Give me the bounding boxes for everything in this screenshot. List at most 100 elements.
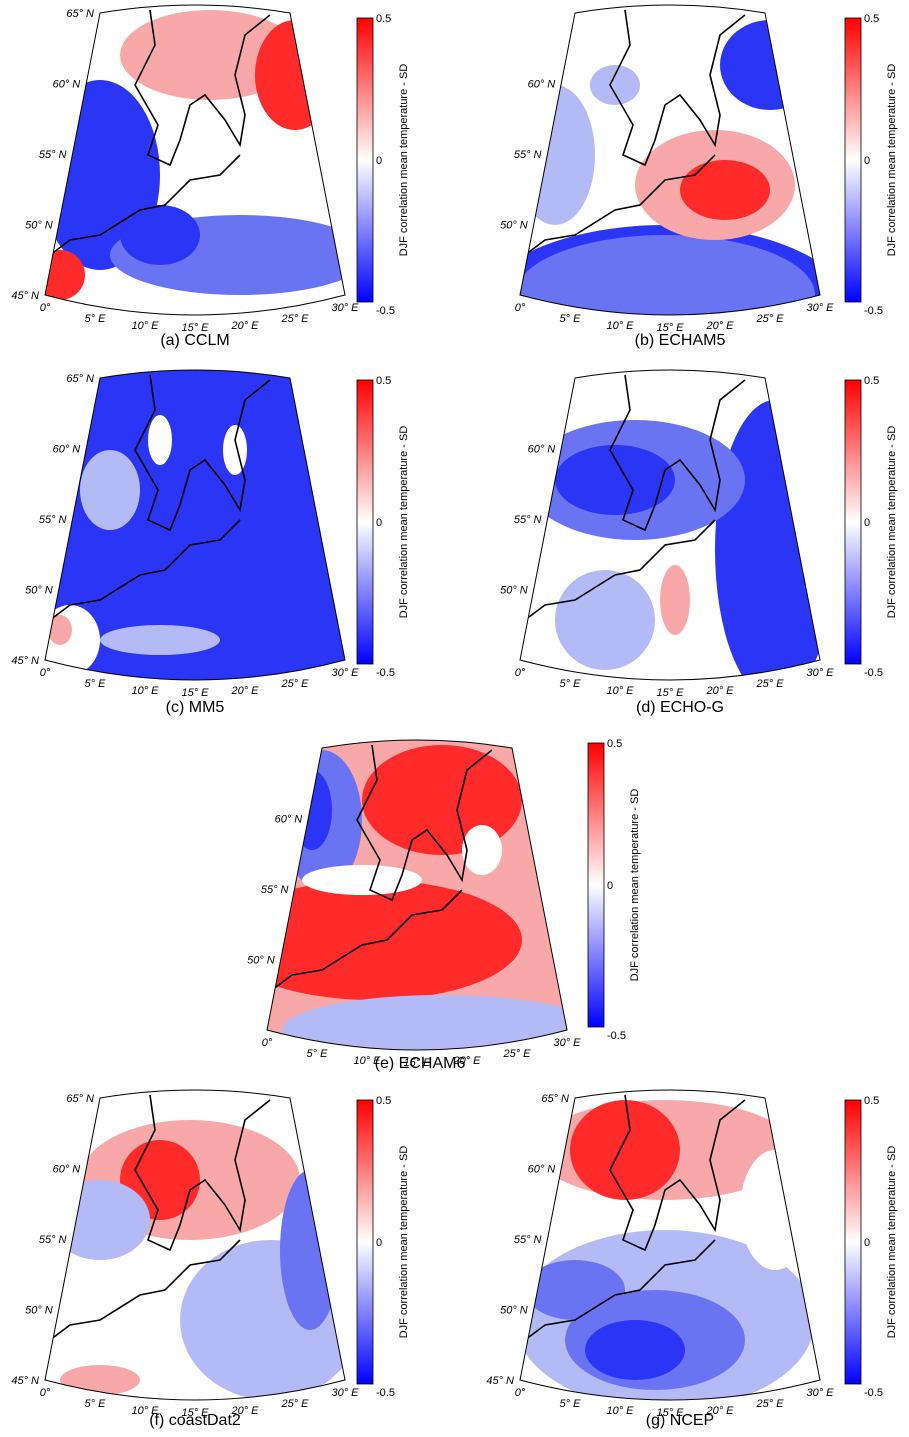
lon-label: 20° E — [705, 320, 734, 332]
lon-label: 20° E — [452, 1055, 481, 1067]
lon-label: 5° E — [85, 1398, 107, 1410]
map-field — [45, 370, 345, 680]
map-panel: 65° N 60° N 55° N 50° N 45° N0° 5° E 10° E 15° … — [486, 1089, 834, 1419]
lon-label: 20° E — [705, 685, 734, 697]
lon-label: 5° E — [560, 678, 582, 690]
panel-caption: (b) ECHAM5 — [635, 332, 726, 349]
map-field — [520, 370, 820, 680]
colorbar-tick: -0.5 — [864, 1387, 883, 1399]
coastline — [49, 9, 271, 256]
map-contour — [570, 1100, 680, 1200]
lat-label: 65° N — [541, 1093, 569, 1105]
colorbar-tick: 0 — [864, 1237, 870, 1249]
map-border — [44, 1089, 346, 1401]
colorbar — [844, 17, 862, 303]
map-contour — [302, 865, 422, 895]
lon-label: 5° E — [307, 1048, 329, 1060]
coastline — [524, 374, 746, 621]
lon-label: 5° E — [560, 313, 582, 325]
colorbar-tick: 0.5 — [376, 1095, 391, 1107]
lon-label: 25° E — [280, 313, 309, 325]
colorbar-tick: 0.5 — [376, 375, 391, 387]
lon-label: 0° — [40, 302, 51, 314]
colorbar-tick: 0 — [864, 155, 870, 167]
colorbar-label: DJF correlation mean temperature - SD — [886, 426, 898, 619]
colorbar-tick: 0.5 — [607, 738, 622, 750]
lat-label: 45° N — [11, 1375, 39, 1387]
map-contour — [120, 205, 200, 265]
map-contour — [120, 10, 300, 100]
lon-label: 10° E — [606, 685, 634, 697]
map-contour — [740, 1150, 810, 1270]
map-border — [44, 369, 346, 681]
colorbar-tick: 0.5 — [864, 13, 879, 25]
panel-caption: (a) CCLM — [160, 332, 229, 349]
map-contour — [45, 250, 85, 300]
coastline — [49, 374, 271, 621]
colorbar — [844, 1099, 862, 1385]
colorbar-tick: 0.5 — [376, 13, 391, 25]
lon-label: 10° E — [131, 685, 159, 697]
lat-label: 60° N — [53, 1164, 81, 1176]
lat-label: 50° N — [500, 585, 528, 597]
panel-caption: (g) NCEP — [646, 1412, 714, 1429]
map-contour — [660, 565, 690, 635]
lon-label: 15° E — [656, 322, 684, 334]
lat-label: 55° N — [514, 149, 542, 161]
lat-label: 60° N — [528, 79, 556, 91]
lon-label: 30° E — [331, 1387, 359, 1399]
lon-label: 30° E — [331, 667, 359, 679]
colorbar-label: DJF correlation mean temperature - SD — [629, 789, 641, 982]
map-panel: 60° N 55° N 50° N 0° 5° E 10° E 15° E 20° E 25° … — [500, 369, 834, 699]
map-field — [45, 5, 345, 315]
lon-label: 10° E — [606, 1405, 634, 1417]
coastline — [271, 744, 493, 991]
lat-label: 60° N — [528, 1164, 556, 1176]
lat-label: 55° N — [261, 884, 289, 896]
lon-label: 15° E — [181, 322, 209, 334]
lat-label: 50° N — [500, 220, 528, 232]
colorbar — [587, 742, 605, 1028]
lon-label: 0° — [262, 1037, 273, 1049]
lat-label: 55° N — [514, 1234, 542, 1246]
colorbar-tick: -0.5 — [376, 1387, 395, 1399]
lon-label: 0° — [515, 667, 526, 679]
lon-label: 15° E — [656, 1407, 684, 1419]
map-contour — [48, 615, 72, 645]
map-border — [519, 369, 821, 681]
lon-label: 0° — [40, 667, 51, 679]
lat-label: 60° N — [275, 814, 303, 826]
lat-label: 45° N — [11, 655, 39, 667]
colorbar-tick: 0.5 — [864, 375, 879, 387]
lat-label: 65° N — [66, 373, 94, 385]
colorbar-label: DJF correlation mean temperature - SD — [886, 64, 898, 257]
colorbar-tick: -0.5 — [607, 1030, 626, 1042]
colorbar-tick: -0.5 — [864, 667, 883, 679]
lon-label: 10° E — [353, 1055, 381, 1067]
map-contour — [715, 400, 820, 680]
lon-label: 10° E — [131, 1405, 159, 1417]
colorbar-tick: -0.5 — [376, 667, 395, 679]
coastline — [49, 1094, 271, 1341]
lon-label: 20° E — [230, 320, 259, 332]
colorbar-tick: 0.5 — [864, 1095, 879, 1107]
lat-label: 60° N — [53, 444, 81, 456]
map-contour — [585, 1320, 685, 1380]
map-contour — [720, 20, 820, 110]
lat-label: 65° N — [66, 8, 94, 20]
panel-caption: (c) MM5 — [166, 699, 225, 716]
colorbar-tick: 0 — [376, 517, 382, 529]
map-contour — [520, 235, 815, 315]
lon-label: 30° E — [331, 302, 359, 314]
map-contour — [100, 625, 220, 655]
lat-label: 55° N — [39, 514, 67, 526]
map-contour — [80, 450, 140, 530]
lon-label: 30° E — [806, 1387, 834, 1399]
map-contour — [292, 770, 332, 850]
colorbar-tick: 0 — [607, 880, 613, 892]
lat-label: 65° N — [66, 1093, 94, 1105]
panel-caption: (e) ECHAM6 — [375, 1055, 466, 1072]
lon-label: 0° — [40, 1387, 51, 1399]
map-field — [267, 740, 567, 1050]
